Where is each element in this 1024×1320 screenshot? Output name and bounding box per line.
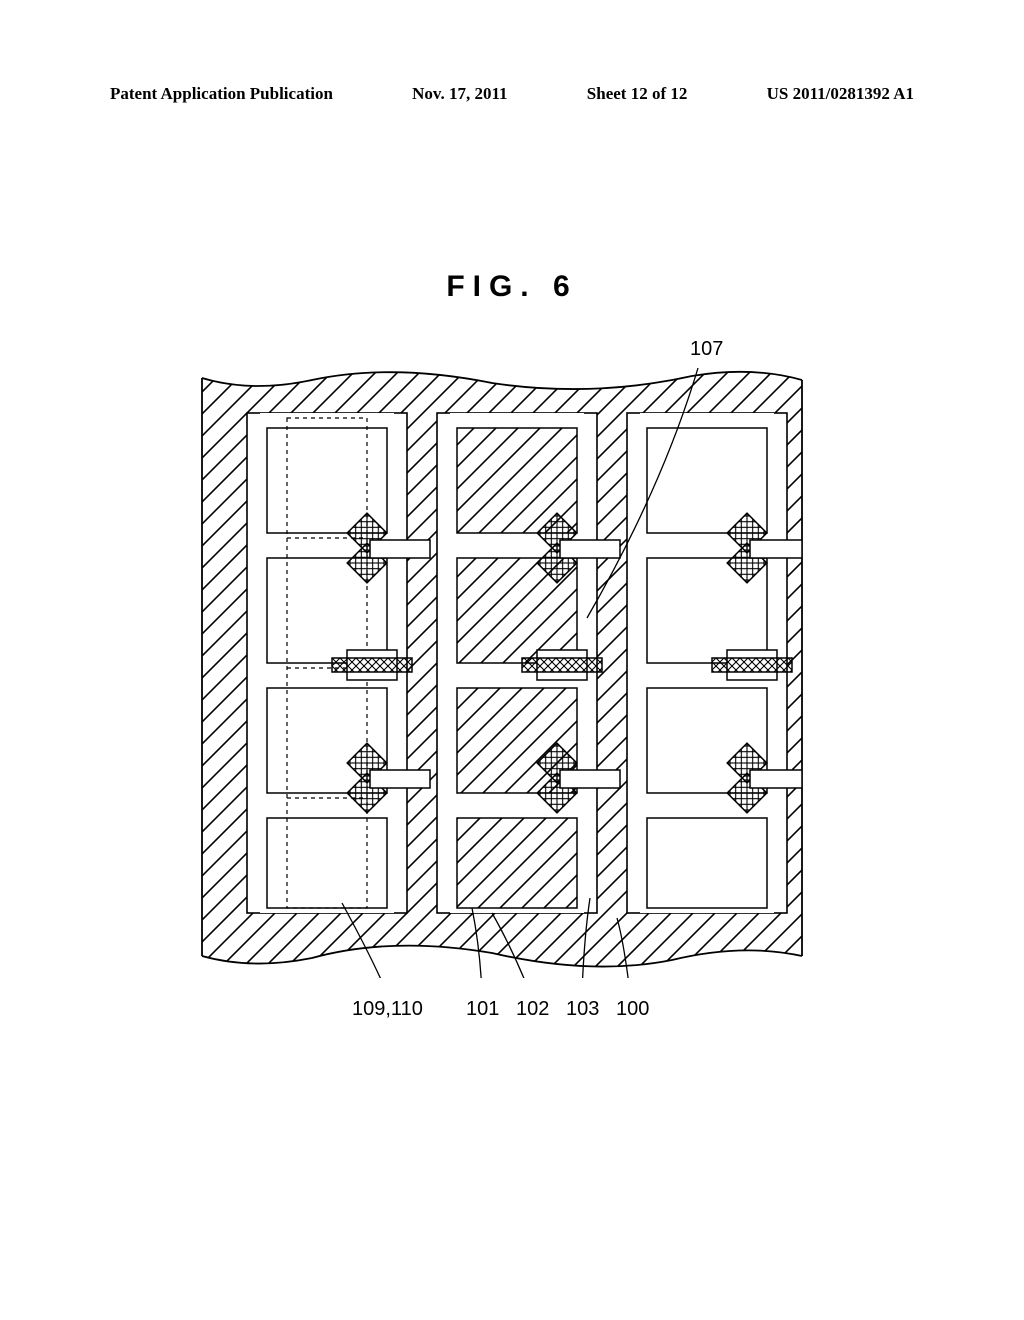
callout-100: 100 <box>616 998 649 1021</box>
publication-type: Patent Application Publication <box>110 84 333 104</box>
callout-103: 103 <box>566 998 599 1021</box>
publication-number: US 2011/0281392 A1 <box>767 84 914 104</box>
publication-date: Nov. 17, 2011 <box>412 84 507 104</box>
column-1 <box>247 413 430 913</box>
figure-title: FIG. 6 <box>0 270 1024 304</box>
callout-101: 101 <box>466 998 499 1021</box>
callout-102: 102 <box>516 998 549 1021</box>
column-2 <box>437 413 620 913</box>
callout-109-110: 109,110 <box>352 998 423 1021</box>
figure-6 <box>192 358 812 978</box>
sheet-number: Sheet 12 of 12 <box>587 84 688 104</box>
